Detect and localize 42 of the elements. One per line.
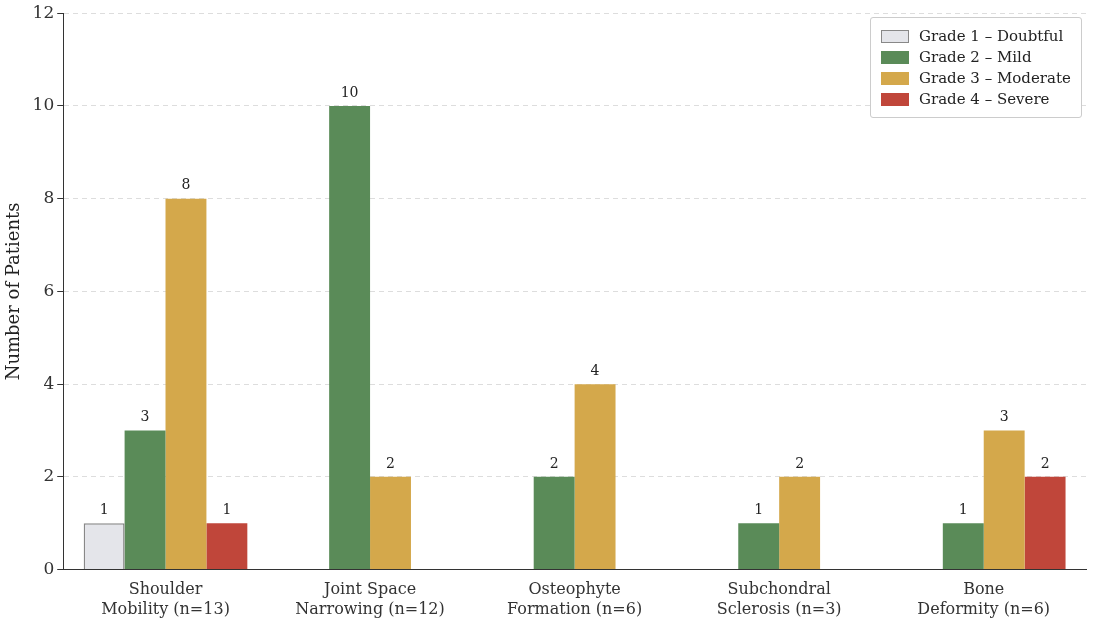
data-label: 1	[958, 500, 968, 517]
bar	[165, 198, 207, 570]
y-tick-label: 6	[43, 279, 55, 300]
x-tick-label: Shoulder Mobility (n=13)	[101, 579, 230, 618]
y-tick-label: 4	[43, 372, 55, 393]
data-label: 10	[340, 83, 359, 100]
y-tick-label: 8	[43, 187, 55, 208]
bar	[206, 523, 248, 570]
bar	[370, 476, 411, 570]
x-tick-label: Bone Deformity (n=6)	[917, 579, 1051, 618]
bar	[738, 523, 780, 570]
bar	[779, 476, 821, 570]
x-tick-label: Joint Space Narrowing (n=12)	[295, 579, 445, 618]
data-label: 3	[140, 408, 150, 425]
bar	[329, 105, 371, 570]
legend-label: Grade 4 – Severe	[919, 90, 1050, 109]
data-label: 1	[222, 500, 232, 517]
data-label: 2	[549, 454, 559, 471]
x-tick-label: Osteophyte Formation (n=6)	[507, 579, 643, 618]
bar	[533, 476, 575, 570]
legend-label: Grade 3 – Moderate	[919, 69, 1071, 88]
y-tick-label: 0	[43, 558, 55, 579]
y-tick-label: 2	[43, 465, 55, 486]
data-label: 2	[386, 454, 395, 471]
data-label: 2	[795, 454, 805, 471]
y-tick-label: 12	[32, 1, 55, 22]
legend-label: Grade 1 – Doubtful	[919, 27, 1064, 46]
bar	[124, 430, 166, 570]
x-tick-label: Subchondral Sclerosis (n=3)	[716, 579, 842, 618]
bar	[983, 430, 1025, 570]
bar	[1024, 476, 1066, 570]
y-axis-title: Number of Patients	[2, 202, 24, 381]
bar	[574, 384, 616, 570]
data-label: 1	[99, 500, 109, 517]
data-label: 3	[999, 408, 1009, 425]
y-tick-label: 10	[32, 94, 55, 115]
bar	[942, 523, 984, 570]
legend-label: Grade 2 – Mild	[919, 48, 1032, 67]
data-label: 4	[590, 361, 600, 378]
data-label: 1	[754, 500, 764, 517]
data-label: 8	[181, 176, 191, 193]
data-label: 2	[1040, 454, 1050, 471]
